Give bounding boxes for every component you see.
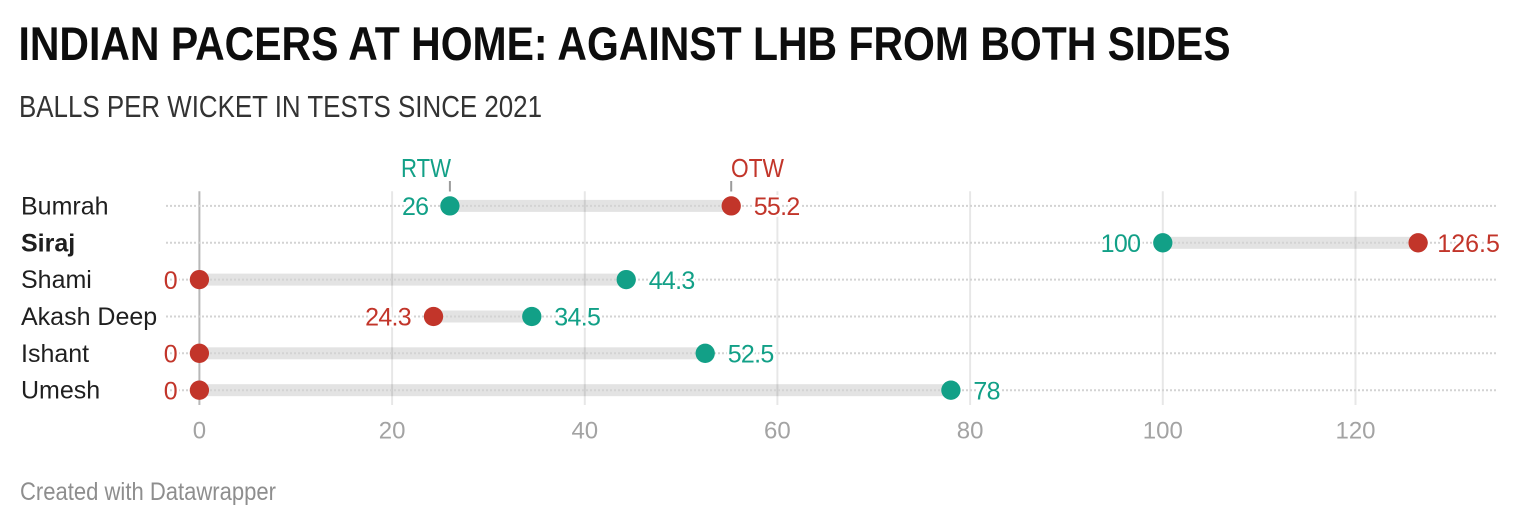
svg-text:Ishant: Ishant <box>21 340 89 368</box>
svg-text:Shami: Shami <box>21 266 92 294</box>
svg-text:0: 0 <box>164 341 177 369</box>
svg-text:126.5: 126.5 <box>1437 230 1500 258</box>
svg-text:Akash Deep: Akash Deep <box>21 303 157 331</box>
svg-text:120: 120 <box>1335 418 1375 445</box>
svg-text:40: 40 <box>571 418 598 445</box>
svg-text:80: 80 <box>957 418 984 445</box>
svg-text:Umesh: Umesh <box>21 377 100 405</box>
svg-text:52.5: 52.5 <box>728 341 774 369</box>
svg-text:RTW: RTW <box>401 155 451 183</box>
svg-text:60: 60 <box>764 418 791 445</box>
svg-text:34.5: 34.5 <box>554 304 600 332</box>
svg-text:Created with Datawrapper: Created with Datawrapper <box>20 478 276 506</box>
svg-text:100: 100 <box>1101 230 1141 258</box>
svg-text:26: 26 <box>402 193 428 221</box>
svg-text:100: 100 <box>1143 418 1183 445</box>
svg-text:0: 0 <box>164 377 177 405</box>
svg-text:24.3: 24.3 <box>365 304 411 332</box>
svg-text:OTW: OTW <box>731 155 784 183</box>
svg-text:55.2: 55.2 <box>754 193 800 221</box>
svg-text:Siraj: Siraj <box>21 229 75 257</box>
svg-text:20: 20 <box>379 418 406 445</box>
svg-text:0: 0 <box>164 267 177 295</box>
svg-text:78: 78 <box>973 377 999 405</box>
svg-text:INDIAN PACERS AT HOME: AGAINST: INDIAN PACERS AT HOME: AGAINST LHB FROM … <box>19 17 1231 70</box>
svg-text:44.3: 44.3 <box>649 267 695 295</box>
svg-text:Bumrah: Bumrah <box>21 192 109 220</box>
svg-text:BALLS PER WICKET IN TESTS SINC: BALLS PER WICKET IN TESTS SINCE 2021 <box>19 89 542 124</box>
svg-text:0: 0 <box>193 418 206 445</box>
